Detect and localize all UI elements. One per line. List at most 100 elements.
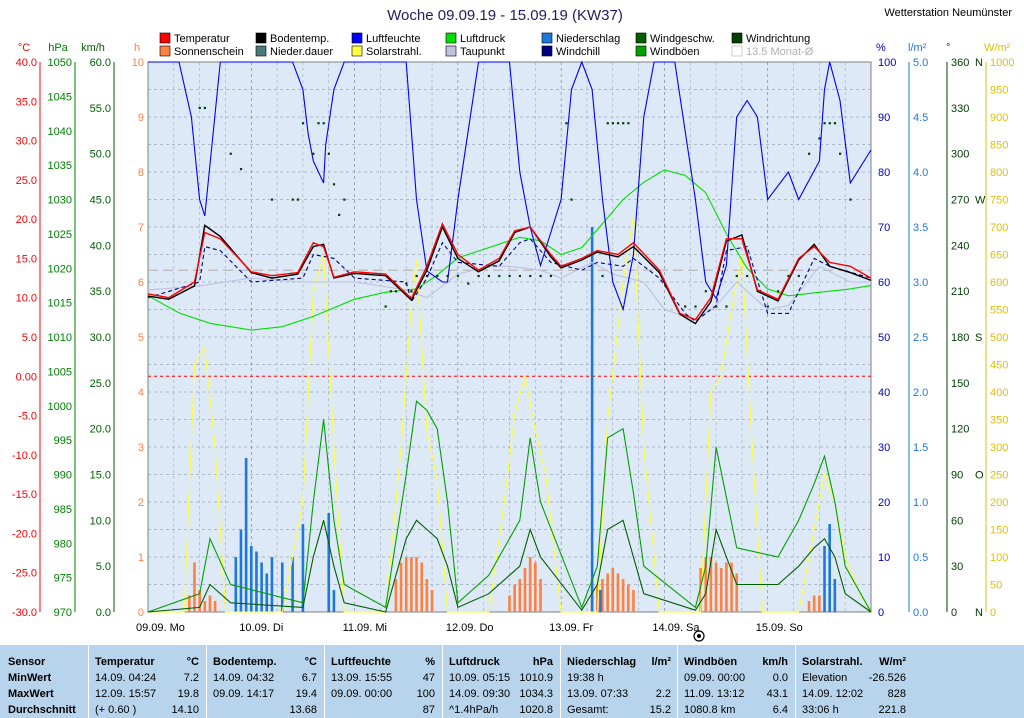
legend-label: Windchill bbox=[556, 46, 600, 58]
winddir-point bbox=[570, 198, 573, 201]
humidity-axis-tick: 70 bbox=[878, 222, 890, 234]
stats-column: Temperatur °C 14.09. 04:24 7.2 12.09. 15:57 1… bbox=[88, 645, 207, 718]
legend-swatch bbox=[731, 45, 743, 57]
winddir-point bbox=[606, 122, 609, 125]
stats-column: Niederschlag l/m² 19:38 h 13.09. 07:33 2.2 Ge… bbox=[560, 645, 679, 718]
sunshine-bar bbox=[725, 562, 728, 612]
chart-title: Woche 09.09.19 - 15.09.19 (KW37) bbox=[387, 7, 623, 24]
legend-swatch bbox=[351, 45, 363, 57]
solar-axis-tick: 150 bbox=[990, 525, 1008, 537]
humidity-axis-unit: % bbox=[876, 42, 886, 54]
pressure-axis-tick: 1005 bbox=[48, 366, 72, 378]
grid bbox=[148, 62, 871, 612]
sunshine-bar bbox=[528, 557, 532, 612]
legend-swatch bbox=[731, 32, 743, 44]
solar-axis-tick: 0 bbox=[990, 607, 996, 619]
wind-axis-tick: 0.0 bbox=[96, 607, 111, 619]
solar-axis-tick: 450 bbox=[990, 360, 1008, 372]
winddir-point bbox=[823, 122, 826, 125]
rain-bar bbox=[234, 557, 238, 612]
winddir-axis-tick: 300 bbox=[951, 149, 969, 161]
winddir-axis-tick: 210 bbox=[951, 286, 969, 298]
stats-value-cell: 14.10 bbox=[171, 704, 199, 716]
pressure-axis-tick: 1035 bbox=[48, 160, 72, 172]
winddir-axis-tick: 150 bbox=[951, 378, 969, 390]
stats-value-cell: 47 bbox=[422, 672, 435, 684]
stats-time-cell: Gesamt: bbox=[567, 704, 609, 716]
winddir-point bbox=[498, 274, 501, 278]
sunshine-bar bbox=[812, 595, 816, 612]
legend-label: Taupunkt bbox=[460, 46, 505, 58]
rain-bar bbox=[265, 573, 269, 612]
navigate-icon[interactable] bbox=[693, 630, 705, 642]
winddir-point bbox=[518, 274, 522, 278]
rain-axis-tick: 0.5 bbox=[913, 552, 928, 564]
rain-bar bbox=[255, 551, 258, 612]
wind-axis-tick: 55.0 bbox=[90, 103, 111, 115]
pressure-line bbox=[147, 169, 872, 331]
solar-axis-tick: 550 bbox=[990, 305, 1008, 317]
pressure-axis-unit: hPa bbox=[48, 42, 68, 54]
wind-axis-tick: 25.0 bbox=[90, 378, 111, 390]
sunshine-bar bbox=[611, 568, 615, 612]
stats-column: Solarstrahl. W/m² Elevation -26.526 14.09. 1… bbox=[795, 645, 914, 718]
stats-time-cell: 09.09. 14:17 bbox=[213, 688, 275, 700]
solar-axis-tick: 250 bbox=[990, 470, 1008, 482]
sunshine-bar bbox=[399, 562, 403, 612]
rain-bar bbox=[280, 562, 284, 612]
humidity-axis-tick: 90 bbox=[878, 112, 890, 124]
winddir-point bbox=[322, 122, 325, 125]
legend-swatch bbox=[159, 32, 171, 44]
humidity-axis-tick: 80 bbox=[878, 167, 890, 179]
wind-axis-tick: 30.0 bbox=[90, 332, 111, 344]
winddir-point bbox=[808, 152, 811, 155]
winddir-point bbox=[611, 122, 614, 125]
stats-value-cell: -26.526 bbox=[868, 672, 906, 684]
rain-bar bbox=[833, 579, 837, 612]
day-label: 10.09. Di bbox=[239, 622, 283, 634]
winddir-point bbox=[270, 198, 274, 201]
stats-column-title: Temperatur bbox=[95, 656, 155, 668]
stats-column: Windböen km/h 09.09. 00:00 0.0 11.09. 13:12 4… bbox=[677, 645, 796, 718]
sunshine-bar bbox=[513, 584, 516, 612]
legend-swatch bbox=[635, 32, 647, 44]
winddir-point bbox=[312, 152, 315, 155]
humidity-line bbox=[148, 60, 872, 312]
stats-value-cell: 828 bbox=[887, 688, 906, 700]
pressure-axis-tick: 985 bbox=[54, 504, 72, 516]
stats-column-title: Niederschlag bbox=[567, 656, 637, 668]
sunshine-bar bbox=[621, 579, 625, 612]
sunshine-bar bbox=[735, 573, 739, 612]
stats-column-title: Bodentemp. bbox=[213, 656, 277, 668]
sun-axis-tick: 0 bbox=[138, 607, 144, 619]
temp-axis-tick: -5.0 bbox=[18, 411, 37, 423]
rain-bar bbox=[828, 524, 831, 612]
solar-axis-tick: 500 bbox=[990, 332, 1008, 344]
sunshine-bar bbox=[518, 579, 522, 612]
solar-axis-tick: 50 bbox=[990, 580, 1002, 592]
winddir-point bbox=[456, 274, 460, 278]
temp-axis-tick: 40.0 bbox=[16, 57, 37, 69]
stats-value-cell: 2.2 bbox=[655, 688, 671, 700]
stats-time-cell: 13.09. 07:33 bbox=[567, 688, 629, 700]
wind-axis-tick: 20.0 bbox=[90, 424, 111, 436]
stats-time-cell: 14.09. 04:32 bbox=[213, 672, 275, 684]
sunshine-bar bbox=[595, 584, 599, 612]
rain-bar bbox=[291, 557, 294, 612]
sunshine-bar bbox=[523, 568, 527, 612]
rain-bar bbox=[327, 513, 331, 612]
pressure-axis-tick: 1000 bbox=[48, 401, 72, 413]
humidity-axis-tick: 50 bbox=[878, 332, 890, 344]
pressure-axis-tick: 970 bbox=[54, 607, 72, 619]
sun-axis-tick: 7 bbox=[138, 222, 144, 234]
sunshine-bar bbox=[534, 562, 537, 612]
temp-axis-tick: 35.0 bbox=[16, 96, 37, 108]
humidity-axis-tick: 20 bbox=[878, 497, 890, 509]
winddir-point bbox=[301, 122, 305, 125]
humidity-axis-tick: 40 bbox=[878, 387, 890, 399]
sunshine-bar bbox=[188, 595, 191, 612]
winddir-point bbox=[539, 274, 542, 278]
humidity-axis-tick: 10 bbox=[878, 552, 890, 564]
temp-axis-tick: -20.0 bbox=[12, 528, 37, 540]
rain-axis-tick: 0.0 bbox=[913, 607, 928, 619]
